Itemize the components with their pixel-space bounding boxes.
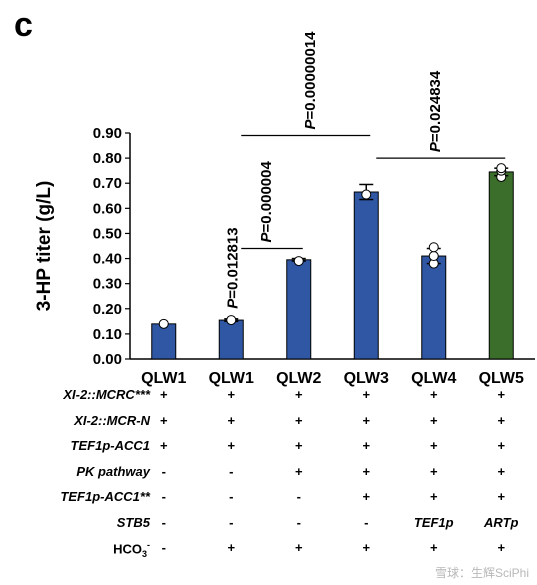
p-value: =0.00000014 [302, 31, 319, 120]
row-label: XI-2::MCRC*** [63, 387, 150, 402]
p-value: =0.024834 [427, 70, 444, 142]
table-cell: TEF1p [413, 514, 454, 530]
table-cell: + [362, 412, 371, 428]
table-cell: + [362, 540, 371, 555]
y-tick-label: 0.50 [93, 225, 122, 242]
p-symbol: P [302, 119, 319, 130]
p-value-label: P=0.012813 [224, 227, 241, 308]
table-cell: + [497, 463, 506, 479]
table-cell: - [161, 540, 166, 555]
table-cell: - [161, 463, 166, 479]
row-label: TEF1p-ACC1 [70, 438, 150, 453]
p-value-label: P=0.00000014 [302, 31, 319, 130]
table-cell: + [497, 412, 506, 428]
data-point [293, 256, 304, 267]
x-tick-label: QLW2 [276, 370, 321, 387]
table-cell: - [161, 514, 166, 530]
x-tick-label: QLW3 [344, 370, 389, 387]
table-cell: + [362, 387, 371, 402]
table-cell: + [227, 412, 236, 428]
y-tick-label: 0.40 [93, 251, 122, 268]
data-point [158, 318, 169, 329]
table-cell: + [159, 438, 168, 453]
y-tick-label: 0.20 [93, 301, 122, 318]
table-cell: + [362, 438, 371, 453]
table-cell: + [294, 463, 303, 479]
row-label-hco3: HCO3- [0, 540, 150, 559]
x-tick-label: QLW5 [479, 370, 524, 387]
table-cell: + [362, 463, 371, 479]
y-tick-label: 0.80 [93, 150, 122, 167]
p-value: =0.012813 [224, 227, 241, 298]
p-symbol: P [258, 232, 275, 243]
hco3-base: HCO [113, 541, 142, 557]
row-label: PK pathway [76, 463, 150, 479]
p-value: =0.000004 [258, 161, 275, 233]
bar [421, 255, 447, 360]
table-cell: + [294, 438, 303, 453]
table-cell: + [429, 540, 438, 555]
table-cell: + [429, 387, 438, 402]
bar [353, 191, 379, 360]
table-cell: + [159, 412, 168, 428]
bar [488, 171, 514, 360]
table-cell: + [227, 438, 236, 453]
x-tick-label: QLW4 [411, 370, 456, 387]
bar [218, 319, 244, 360]
table-cell: - [229, 489, 234, 504]
data-point [226, 315, 237, 326]
table-cell: + [227, 387, 236, 402]
table-cell: ARTp [484, 514, 519, 530]
table-cell: + [429, 489, 438, 504]
table-cell: + [159, 387, 168, 402]
row-label: STB5 [116, 514, 150, 530]
data-point [361, 189, 372, 200]
table-cell: + [429, 463, 438, 479]
y-tick-label: 0.90 [93, 125, 122, 142]
y-tick-label: 0.70 [93, 175, 122, 192]
p-symbol: P [427, 141, 444, 152]
table-cell: - [229, 463, 234, 479]
y-tick-label: 0.00 [93, 351, 122, 368]
table-cell: - [364, 514, 369, 530]
hco3-superscript: - [147, 540, 150, 550]
table-cell: - [229, 514, 234, 530]
table-cell: + [429, 438, 438, 453]
row-label: TEF1p-ACC1** [60, 489, 150, 504]
table-cell: + [294, 387, 303, 402]
data-point [428, 251, 439, 262]
table-cell: - [296, 489, 301, 504]
y-tick-label: 0.10 [93, 326, 122, 343]
table-cell: + [497, 438, 506, 453]
bar [151, 323, 177, 360]
table-cell: + [497, 387, 506, 402]
table-cell: + [497, 489, 506, 504]
x-tick-label: QLW1 [209, 370, 254, 387]
panel-label: c [14, 6, 33, 44]
table-cell: + [227, 540, 236, 555]
data-point [496, 163, 507, 174]
table-cell: + [362, 489, 371, 504]
p-value-label: P=0.000004 [258, 161, 275, 243]
p-value-label: P=0.024834 [427, 70, 444, 152]
table-cell: + [497, 540, 506, 555]
bar [286, 259, 312, 360]
p-symbol: P [224, 298, 241, 309]
y-tick-label: 0.30 [93, 276, 122, 293]
table-cell: - [296, 514, 301, 530]
table-cell: + [429, 412, 438, 428]
table-cell: + [294, 412, 303, 428]
y-tick-label: 0.60 [93, 200, 122, 217]
hco3-subscript: 3 [141, 548, 147, 559]
bar-chart: 0.00 0.10 0.20 0.30 0.40 0.50 0.60 0.70 0.80 0.90… [34, 31, 535, 387]
data-point [428, 242, 439, 253]
table-cell: - [161, 489, 166, 504]
watermark: 雪球：生辉SciPhi [434, 566, 529, 580]
row-label: XI-2::MCR-N [74, 412, 150, 428]
x-tick-label: QLW1 [141, 370, 186, 387]
table-cell: + [294, 540, 303, 555]
y-axis-label: 3-HP titer (g/L) [34, 181, 55, 312]
